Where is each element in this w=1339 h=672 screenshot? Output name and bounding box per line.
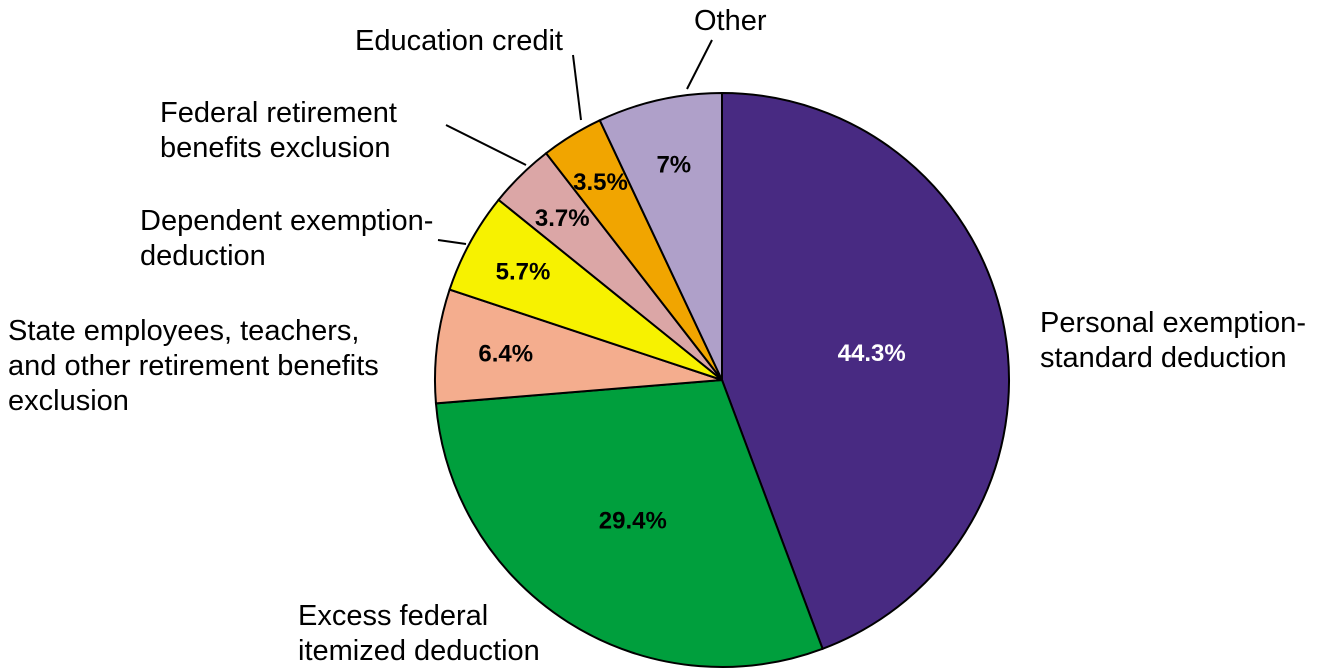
category-label-line: Dependent exemption- <box>140 205 433 237</box>
category-label-line: itemized deduction <box>298 635 540 667</box>
category-label-line: standard deduction <box>1040 342 1287 374</box>
leader-line-federal-retirement-benefits-exclusion <box>446 125 526 165</box>
category-label-line: and other retirement benefits <box>8 350 379 382</box>
category-label-line: Federal retirement <box>160 97 397 129</box>
category-label-federal-retirement-benefits-exclusion: Federal retirement benefits exclusion <box>160 97 397 164</box>
category-label-education-credit: Education credit <box>355 25 563 57</box>
category-label-line: State employees, teachers, <box>8 315 359 347</box>
category-label-line: Education credit <box>355 25 563 57</box>
leader-line-other <box>687 40 712 89</box>
category-label-line: Other <box>694 5 767 37</box>
category-label-other: Other <box>694 5 767 37</box>
category-label-line: exclusion <box>8 385 129 417</box>
value-label-state-employees-retirement-exclusion: 6.4% <box>478 340 533 367</box>
pie-slices <box>435 93 1009 667</box>
leader-line-education-credit <box>573 55 581 120</box>
value-label-education-credit: 3.5% <box>573 169 628 196</box>
category-label-line: Personal exemption- <box>1040 307 1306 339</box>
value-label-excess-federal-itemized-deduction: 29.4% <box>599 508 667 535</box>
category-label-excess-federal-itemized-deduction: Excess federal itemized deduction <box>298 600 540 667</box>
category-label-personal-exemption-standard-deduction: Personal exemption-standard deduction <box>1040 307 1306 374</box>
leader-line-dependent-exemption-deduction <box>438 240 466 244</box>
category-label-state-employees-retirement-exclusion: State employees, teachers, and other reti… <box>8 315 379 417</box>
value-label-other: 7% <box>656 151 691 178</box>
category-label-line: benefits exclusion <box>160 132 391 164</box>
value-label-federal-retirement-benefits-exclusion: 3.7% <box>535 205 590 232</box>
category-label-line: Excess federal <box>298 600 488 632</box>
value-label-personal-exemption-standard-deduction: 44.3% <box>838 340 906 367</box>
category-label-dependent-exemption-deduction: Dependent exemption-deduction <box>140 205 433 272</box>
value-label-dependent-exemption-deduction: 5.7% <box>496 258 551 285</box>
category-label-line: deduction <box>140 240 266 272</box>
